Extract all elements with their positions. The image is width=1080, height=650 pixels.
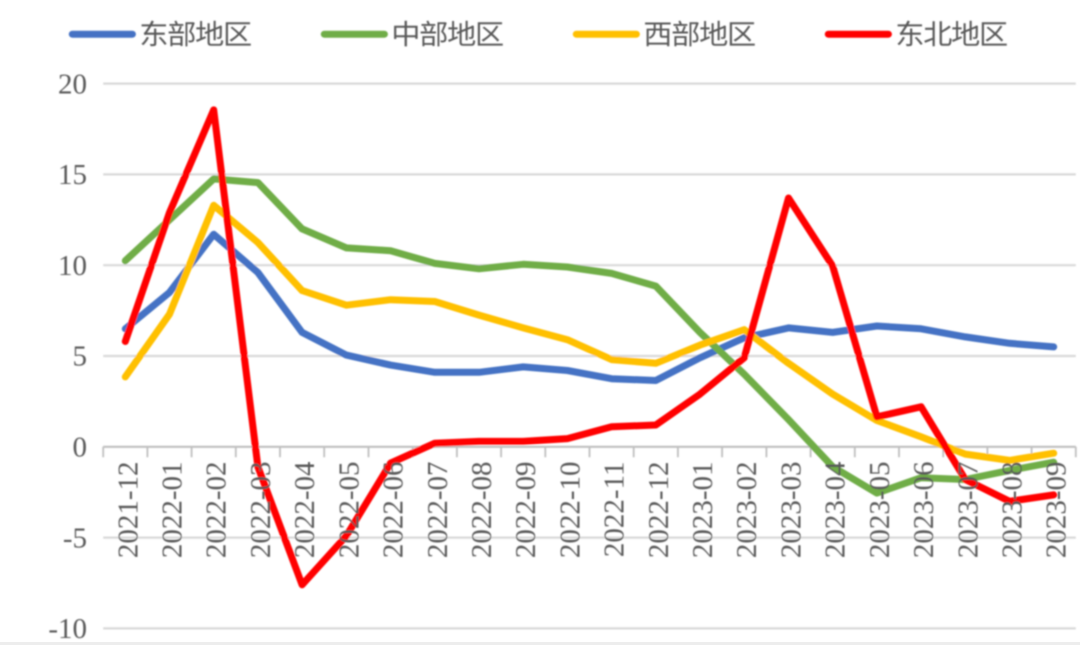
svg-text:2022-02: 2022-02 [201,462,233,559]
svg-text:2022-05: 2022-05 [333,462,365,559]
svg-text:0: 0 [73,432,88,464]
svg-text:15: 15 [58,159,87,191]
svg-text:2022-11: 2022-11 [599,462,631,558]
svg-text:2022-10: 2022-10 [554,462,586,559]
svg-text:2023-03: 2023-03 [776,462,808,559]
svg-text:2022-06: 2022-06 [378,462,410,559]
svg-text:10: 10 [58,250,87,282]
svg-text:2023-04: 2023-04 [820,461,852,558]
svg-text:2023-08: 2023-08 [997,462,1029,559]
svg-text:2023-06: 2023-06 [908,462,940,559]
svg-text:-5: -5 [63,522,87,554]
svg-text:2022-04: 2022-04 [289,461,321,558]
svg-text:2023-07: 2023-07 [952,462,984,559]
svg-text:2023-02: 2023-02 [731,462,763,559]
svg-text:2022-03: 2022-03 [245,462,277,559]
svg-text:2022-12: 2022-12 [643,462,675,559]
svg-text:2022-07: 2022-07 [422,462,454,559]
svg-text:2023-05: 2023-05 [864,462,896,559]
svg-text:2023-01: 2023-01 [687,462,719,559]
svg-text:2022-01: 2022-01 [157,462,189,559]
svg-text:5: 5 [73,341,88,373]
svg-text:2022-08: 2022-08 [466,462,498,559]
svg-text:20: 20 [58,68,87,100]
svg-text:-10: -10 [48,613,87,645]
svg-text:2023-09: 2023-09 [1041,462,1073,559]
svg-text:2021-12: 2021-12 [112,462,144,559]
svg-text:2022-09: 2022-09 [510,462,542,559]
